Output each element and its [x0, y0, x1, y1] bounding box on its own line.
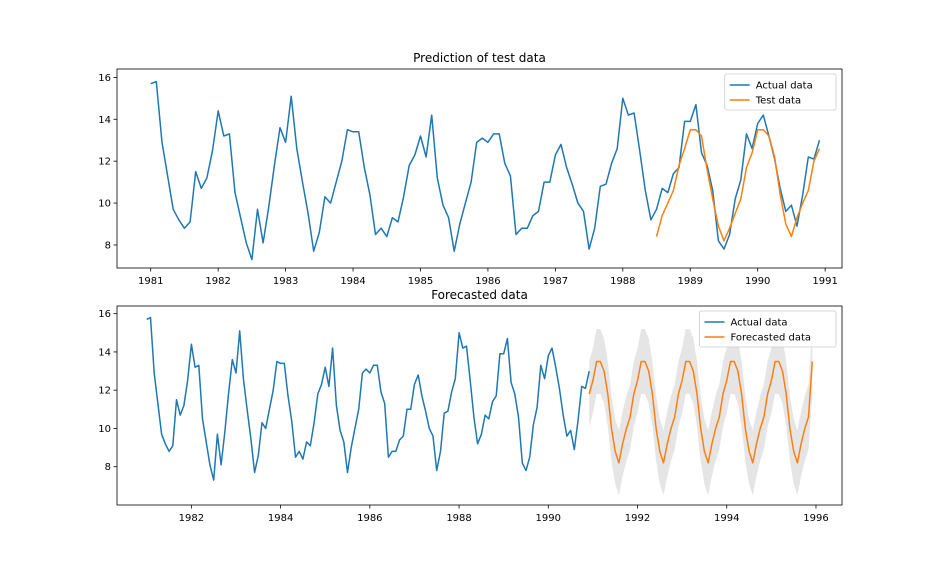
x-tick-label: 1983 [273, 276, 298, 287]
chart-panel-1: 1981 1982 1983 1984 1985 1986 1987 1988 1989 1990… [98, 51, 843, 287]
series-line-forecasted-data [588, 360, 814, 464]
x-tick-label: 1985 [408, 276, 433, 287]
legend-label: Test data [755, 96, 801, 107]
legend-box [699, 310, 837, 348]
plot-frame [116, 68, 843, 269]
legend-label: Forecasted data [731, 333, 812, 344]
x-tick-label: 1992 [625, 513, 650, 524]
x-tick-label: 1989 [678, 276, 703, 287]
series-line-actual-data [146, 316, 590, 481]
x-tick-label: 1988 [446, 513, 471, 524]
legend: Actual data Test data [724, 73, 837, 111]
y-tick-label: 12 [98, 157, 111, 168]
x-tick-label: 1994 [714, 513, 739, 524]
x-tick-label: 1990 [536, 513, 561, 524]
confidence-band [589, 329, 813, 496]
y-tick-label: 8 [105, 462, 111, 473]
x-tick-label: 1982 [179, 513, 204, 524]
x-tick-label: 1996 [803, 513, 828, 524]
x-tick-label: 1981 [138, 276, 163, 287]
x-tick-label: 1988 [610, 276, 635, 287]
legend-box [724, 73, 837, 111]
series-line-actual-data [150, 80, 821, 261]
y-tick-label: 16 [98, 309, 111, 320]
x-tick-label: 1987 [543, 276, 568, 287]
y-tick-label: 10 [98, 199, 111, 210]
legend-label: Actual data [756, 81, 813, 92]
legend: Actual data Forecasted data [699, 310, 837, 348]
y-tick-label: 10 [98, 424, 111, 435]
x-tick-label: 1991 [812, 276, 837, 287]
x-tick-label: 1982 [205, 276, 230, 287]
y-tick-label: 14 [98, 347, 111, 358]
y-tick-label: 16 [98, 73, 111, 84]
x-tick-label: 1986 [357, 513, 382, 524]
x-tick-label: 1986 [475, 276, 500, 287]
chart-title: Prediction of test data [413, 51, 546, 65]
legend-label: Actual data [731, 318, 788, 329]
series-line-test-data [655, 128, 821, 242]
y-tick-label: 12 [98, 386, 111, 397]
y-tick-label: 14 [98, 115, 111, 126]
plot-frame [116, 305, 843, 506]
x-tick-label: 1984 [340, 276, 365, 287]
chart-panel-2: 1982 1984 1986 1988 1990 1992 1994 1996 8 10 12 14 1… [98, 288, 843, 524]
x-tick-label: 1990 [745, 276, 770, 287]
chart-title: Forecasted data [431, 288, 528, 302]
y-tick-label: 8 [105, 240, 111, 251]
x-tick-label: 1984 [268, 513, 293, 524]
